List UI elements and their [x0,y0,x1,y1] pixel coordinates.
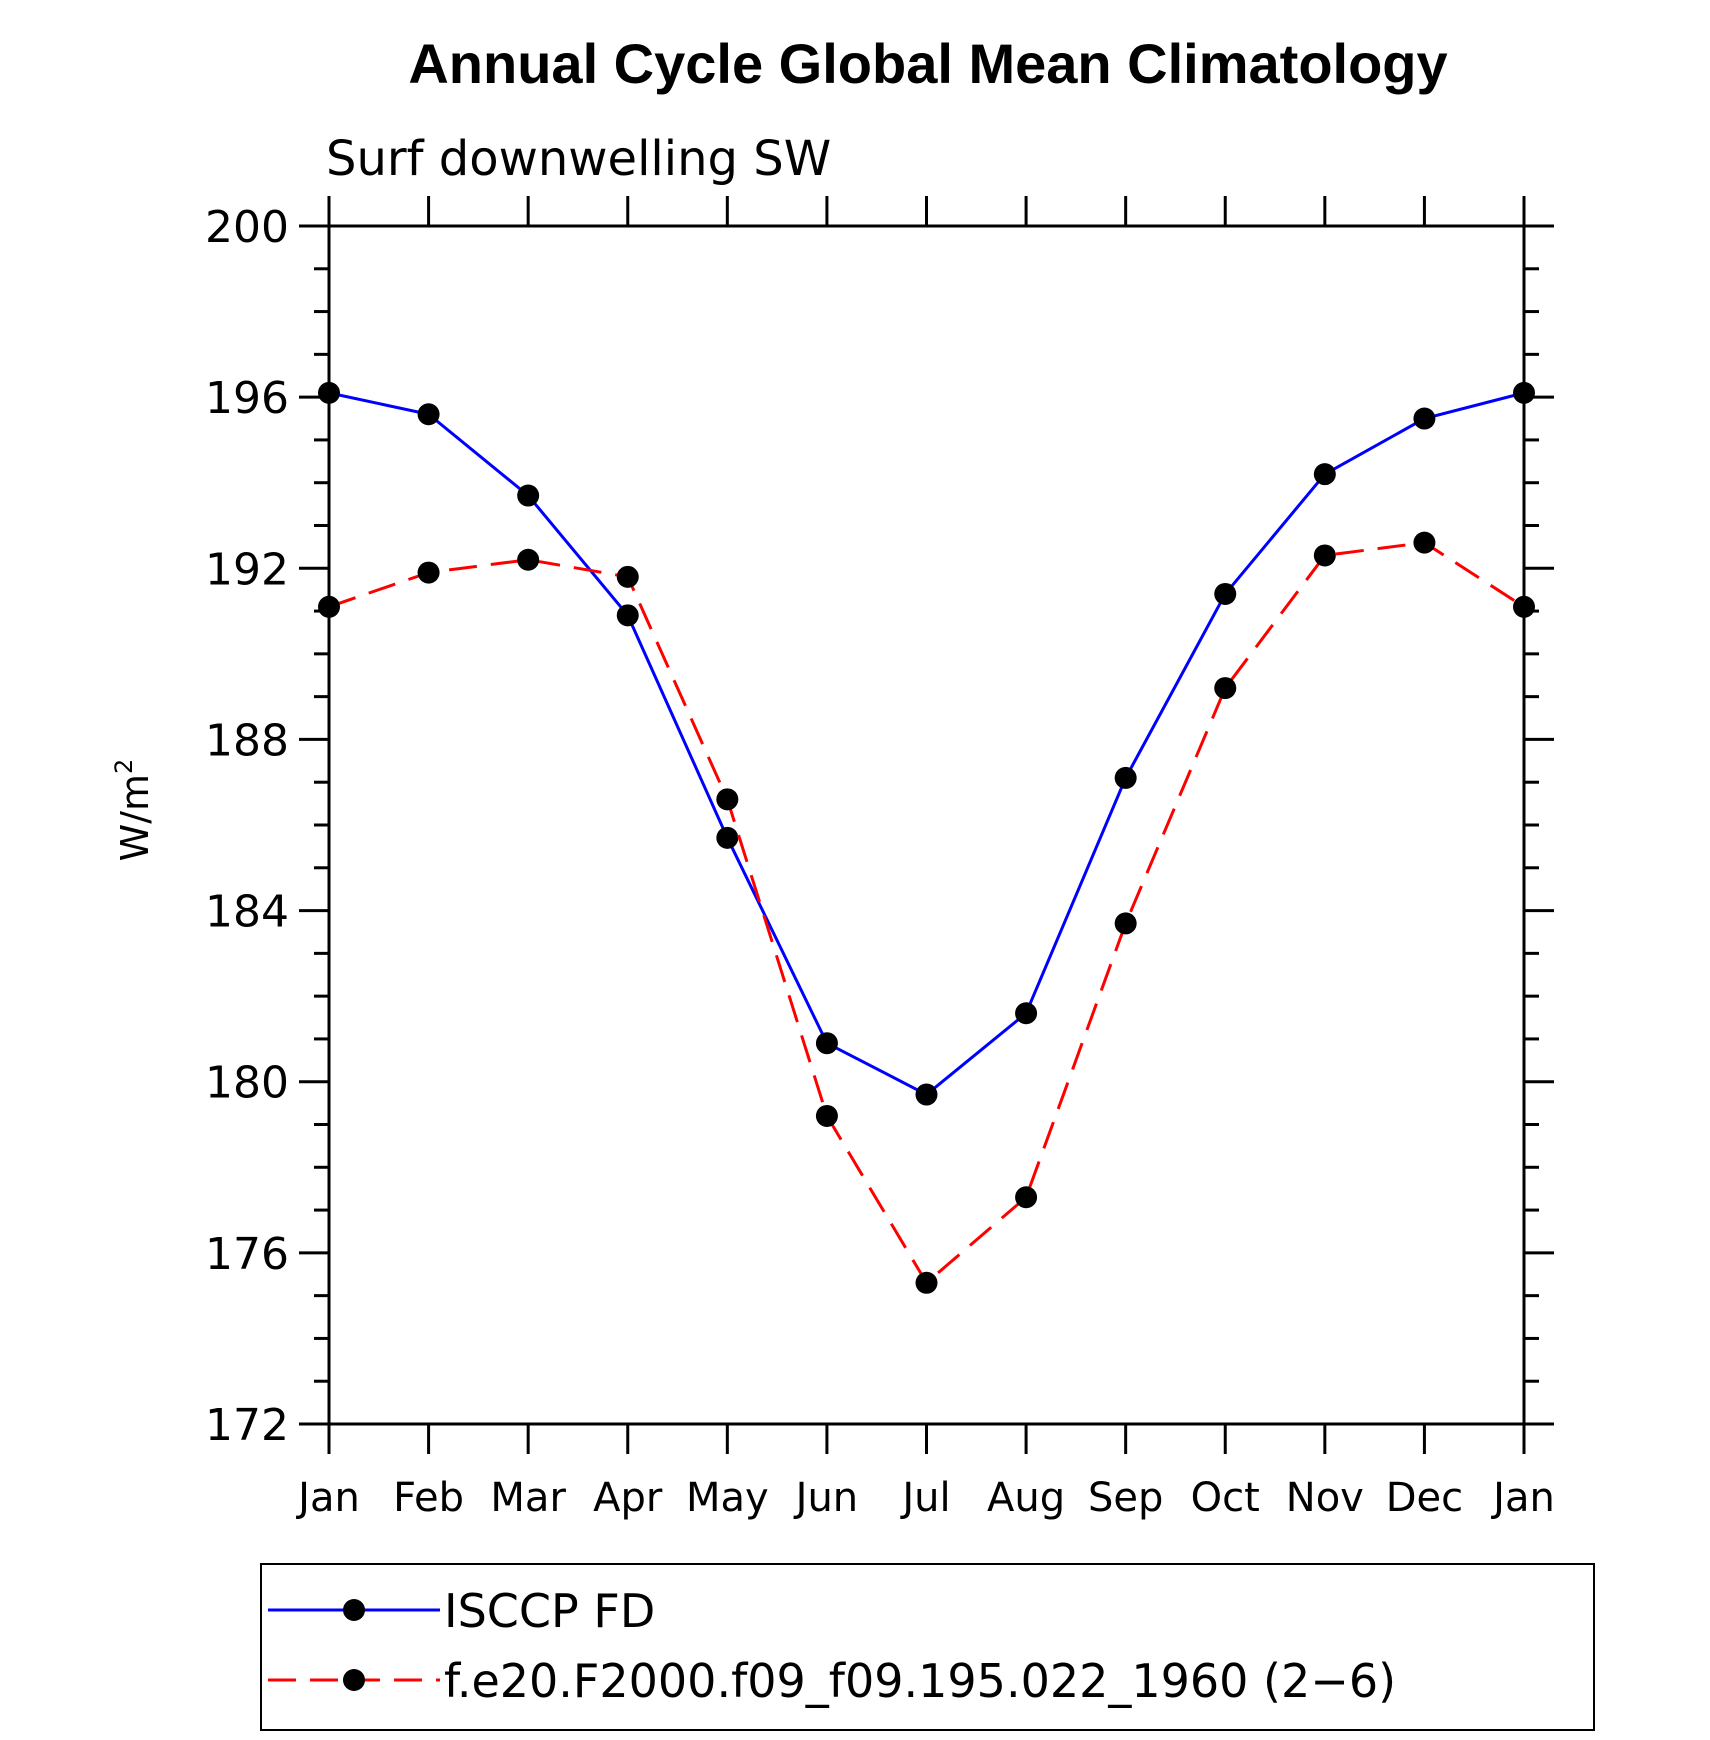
legend-marker [343,1669,365,1691]
series-point [1413,407,1436,430]
x-tick-label: Sep [1088,1475,1163,1521]
x-tick-label: Jun [793,1475,859,1521]
series-point [1114,766,1137,789]
series-point [1313,463,1336,486]
series-point [1214,582,1237,605]
series-point [1015,1186,1038,1209]
legend: ISCCP FD f.e20.F2000.f09_f09.195.022_1960… [260,1563,1595,1731]
series-point [1114,912,1137,935]
y-tick-label: 180 [205,1058,289,1109]
chart-title: Annual Cycle Global Mean Climatology [408,32,1447,95]
axis-ticks [299,196,1554,1454]
series-line [328,391,1525,1097]
series-point [417,561,440,584]
y-tick-label: 184 [205,887,289,938]
series-point [1513,381,1535,404]
x-tick-label: Dec [1386,1475,1463,1521]
legend-label: ISCCP FD [444,1584,655,1638]
x-tick-label: Apr [593,1475,663,1521]
legend-box [260,1563,1595,1731]
series-1 [318,381,1535,1106]
series-point [517,484,540,507]
series-point [915,1083,938,1106]
series-point [716,788,739,811]
series-point [318,381,340,404]
series-point [815,1104,838,1127]
series-point [616,604,639,627]
y-tick-label: 172 [205,1400,289,1451]
y-tick-label: 196 [205,373,289,424]
y-tick-label: 192 [205,544,289,595]
series-point [318,595,340,618]
y-axis-label-superscript: 2 [110,759,138,774]
x-tick-labels: Jan Feb Mar Apr May Jun Jul Aug Sep Oct Nov Dec Jan [295,1475,1555,1521]
series-line [328,541,1525,1286]
x-tick-label: Jul [899,1475,950,1521]
plot-border [327,224,1526,1426]
series-point [1214,677,1237,700]
x-tick-label: Aug [987,1475,1065,1521]
y-tick-label: 200 [205,202,289,253]
chart-subtitle: Surf downwelling SW [326,131,831,187]
legend-label: f.e20.F2000.f09_f09.195.022_1960 (2−6) [444,1654,1396,1708]
series-point [417,403,440,426]
x-tick-label: Mar [490,1475,566,1521]
y-tick-label: 176 [205,1229,289,1280]
y-axis-label-text: W/m [113,774,157,861]
series-point [1513,595,1535,618]
series-layer [318,381,1535,1294]
series-point [915,1271,938,1294]
x-tick-label: Feb [393,1475,464,1521]
x-tick-label: Jan [295,1475,360,1521]
series-point [1413,531,1436,554]
x-tick-label: Nov [1286,1475,1364,1521]
y-tick-label: 188 [205,715,289,766]
series-point [517,548,540,571]
series-point [716,826,739,849]
x-tick-label: Oct [1191,1475,1260,1521]
x-tick-label: May [686,1475,769,1521]
series-2 [318,531,1535,1294]
series-point [616,565,639,588]
series-point [815,1032,838,1055]
x-tick-label: Jan [1490,1475,1555,1521]
series-point [1313,544,1336,567]
legend-marker [343,1599,365,1621]
y-tick-labels: 172 176 180 184 188 192 196 200 [205,202,289,1451]
y-axis-label: W/m2 [110,759,157,862]
series-point [1015,1002,1038,1025]
plot-frame [327,224,1526,1426]
